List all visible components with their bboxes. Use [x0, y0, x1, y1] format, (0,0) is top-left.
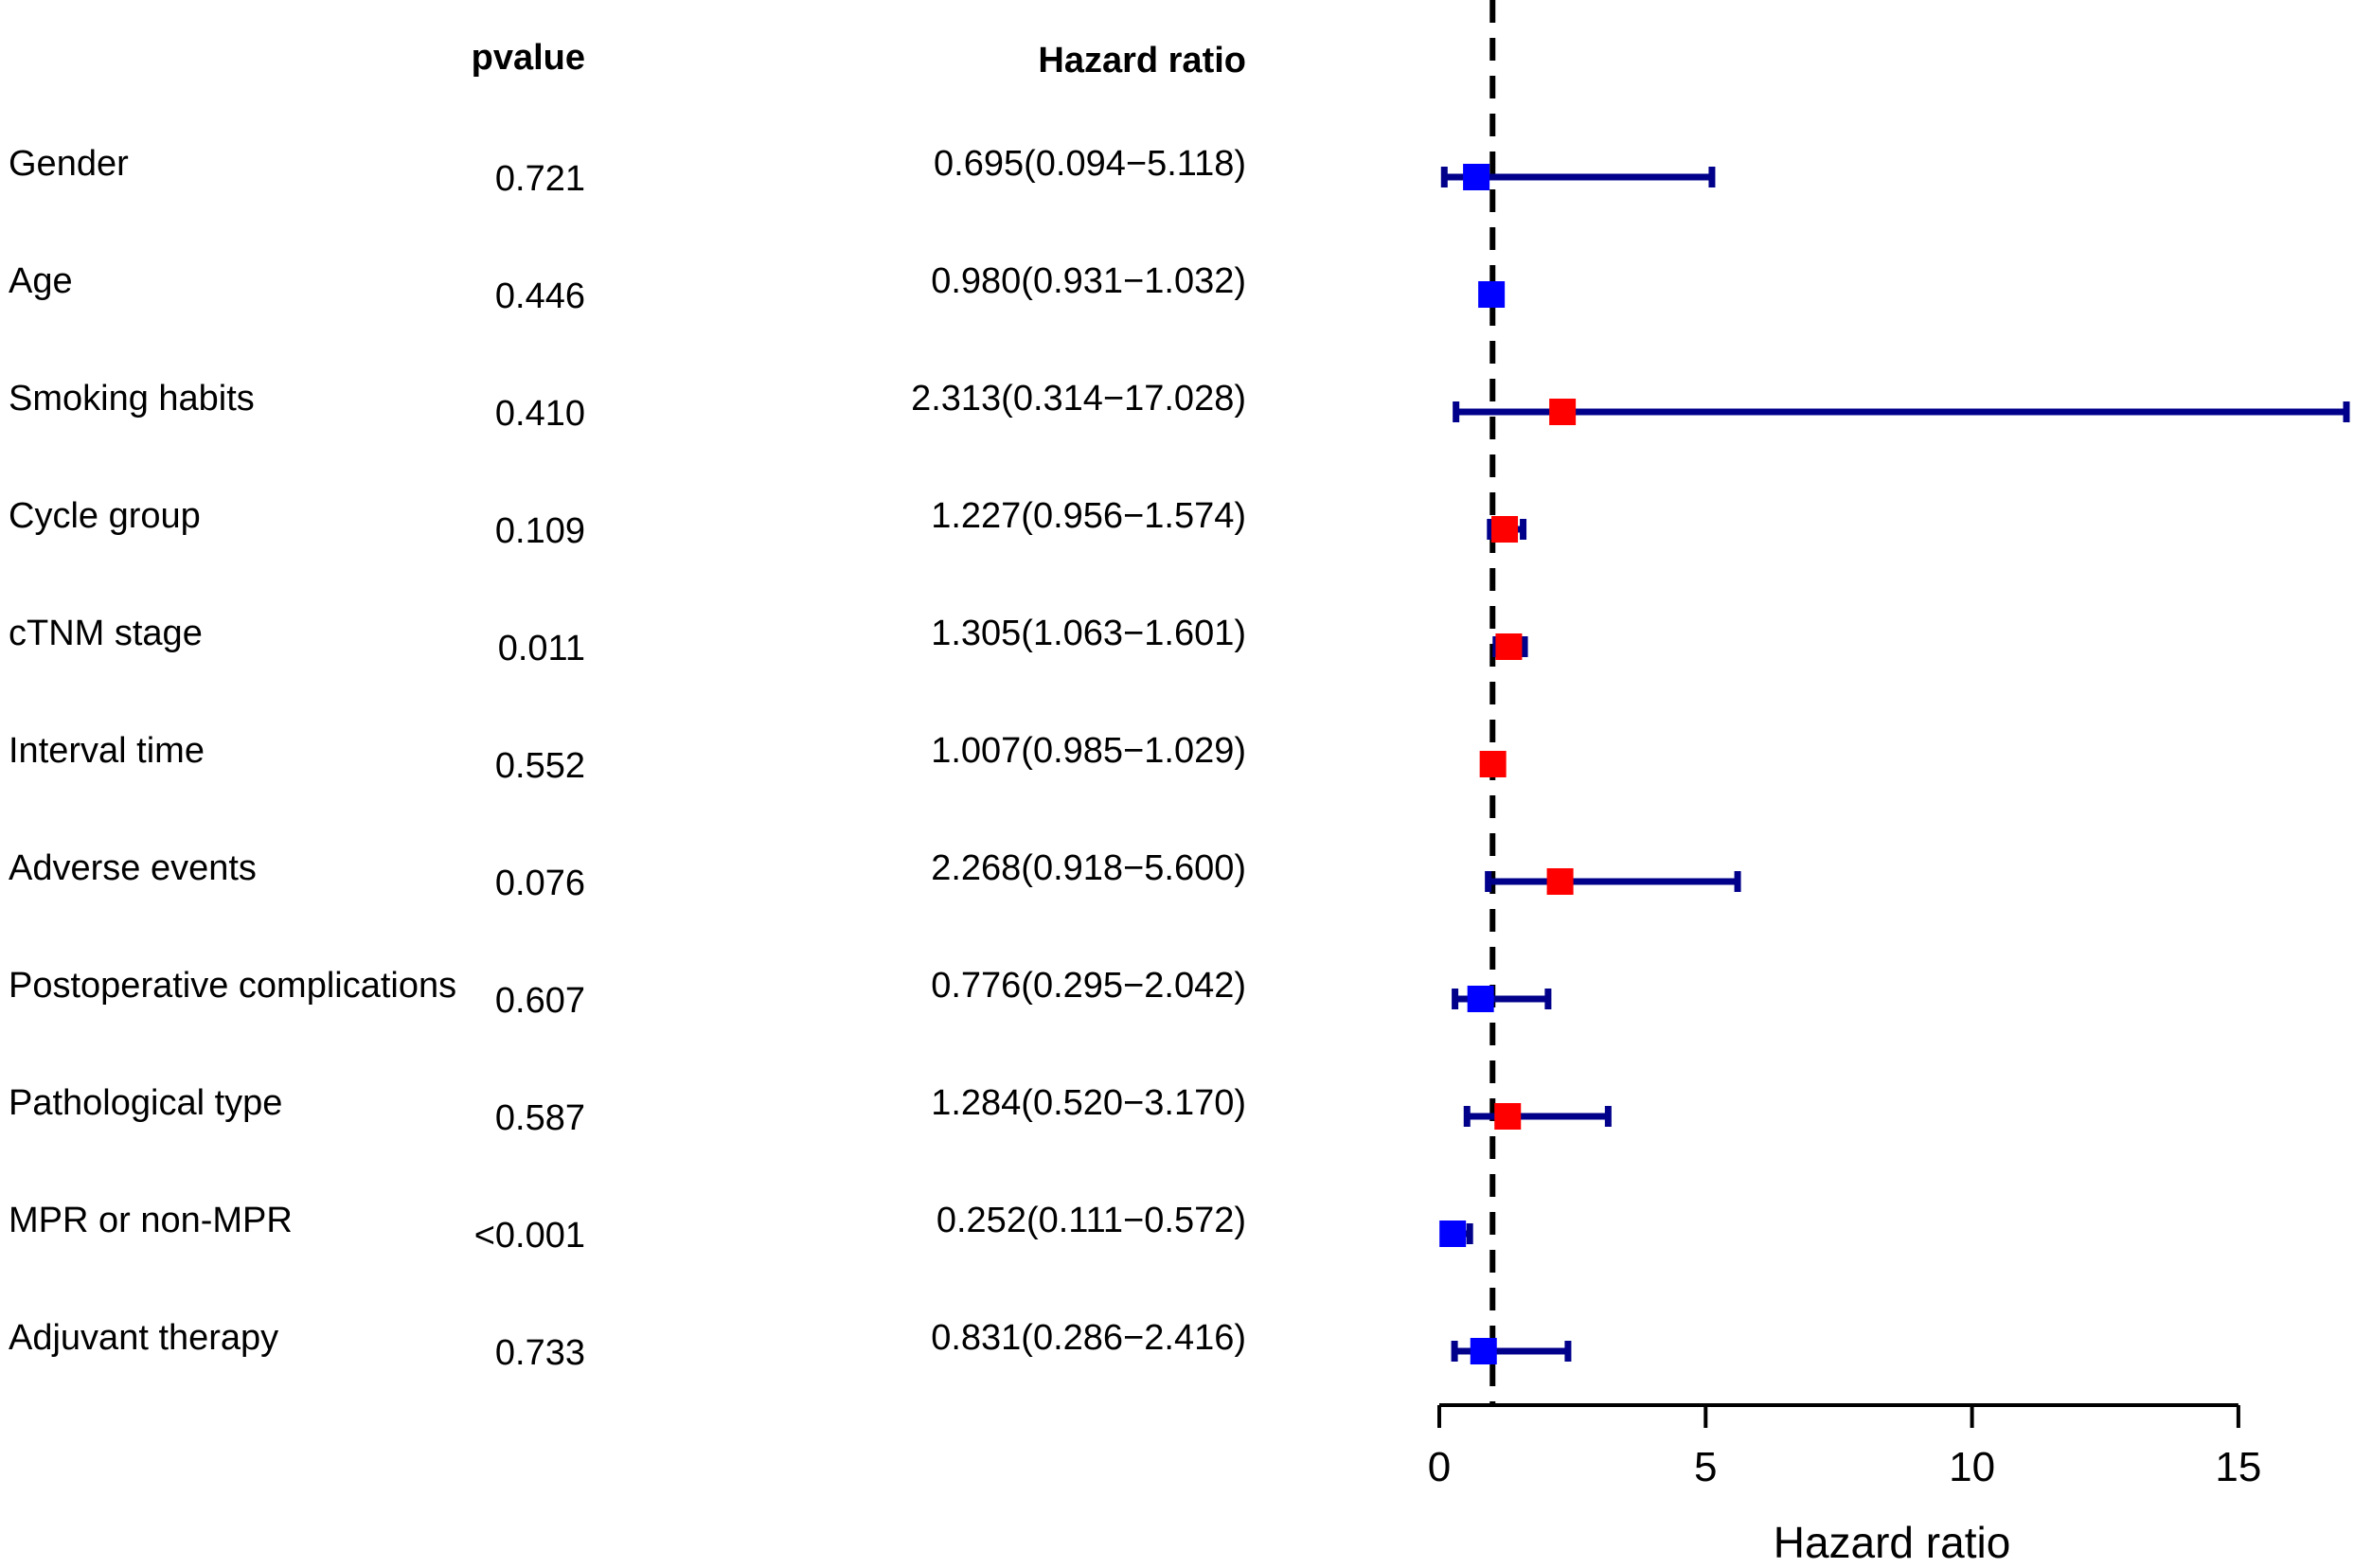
row-7-pvalue: 0.607 — [495, 981, 585, 1021]
row-1-pvalue: 0.446 — [495, 276, 585, 316]
row-4-hr-text: 1.305(1.063−1.601) — [931, 614, 1246, 653]
row-0-hr-text: 0.695(0.094−5.118) — [934, 144, 1246, 184]
row-6-hr-text: 2.268(0.918−5.600) — [931, 848, 1246, 888]
row-5-pvalue: 0.552 — [495, 746, 585, 786]
row-3-pvalue: 0.109 — [495, 511, 585, 551]
x-axis-label: Hazard ratio — [1774, 1518, 2011, 1567]
row-6-hr-point — [1546, 868, 1574, 895]
x-tick-label-1: 5 — [1694, 1444, 1717, 1490]
x-tick-label-2: 10 — [1949, 1444, 1995, 1490]
row-9-hr-text: 0.252(0.111−0.572) — [936, 1201, 1246, 1240]
row-9-label: MPR or non-MPR — [9, 1201, 293, 1240]
row-4-label: cTNM stage — [9, 614, 203, 653]
pvalue-header: pvalue — [472, 38, 585, 78]
table-rows: Gender 0.721 0.695(0.094−5.118) Age 0.446 0.9… — [9, 144, 1246, 1373]
row-1-hr-point — [1478, 281, 1506, 308]
row-1-label: Age — [9, 261, 73, 301]
row-2-pvalue: 0.410 — [495, 394, 585, 434]
row-1-hr-text: 0.980(0.931−1.032) — [931, 261, 1246, 301]
row-6-label: Adverse events — [9, 848, 257, 888]
row-5-hr-text: 1.007(0.985−1.029) — [931, 731, 1246, 771]
row-8-hr-point — [1494, 1103, 1522, 1130]
row-8-pvalue: 0.587 — [495, 1098, 585, 1138]
row-4-pvalue: 0.011 — [498, 629, 585, 668]
row-3-label: Cycle group — [9, 496, 201, 536]
row-7-label: Postoperative complications — [9, 966, 456, 1006]
row-0-label: Gender — [9, 144, 129, 184]
row-3-hr-point — [1491, 516, 1519, 543]
row-10-hr-point — [1470, 1338, 1497, 1364]
row-2-hr-text: 2.313(0.314−17.028) — [911, 379, 1246, 419]
row-8-label: Pathological type — [9, 1083, 282, 1123]
row-9-hr-point — [1439, 1221, 1467, 1247]
row-6-pvalue: 0.076 — [495, 864, 585, 903]
row-9-pvalue: <0.001 — [474, 1216, 585, 1256]
row-10-pvalue: 0.733 — [495, 1333, 585, 1373]
row-5-hr-point — [1479, 751, 1507, 777]
row-4-hr-point — [1495, 633, 1523, 660]
row-2-hr-point — [1549, 399, 1577, 425]
row-0-hr-point — [1463, 164, 1490, 190]
row-0-pvalue: 0.721 — [495, 159, 585, 199]
row-2-label: Smoking habits — [9, 379, 255, 419]
row-7-hr-text: 0.776(0.295−2.042) — [931, 966, 1246, 1006]
hazard-ratio-header: Hazard ratio — [1038, 41, 1246, 80]
plot-area — [1439, 0, 2350, 1405]
row-10-hr-text: 0.831(0.286−2.416) — [931, 1318, 1246, 1358]
row-3-hr-text: 1.227(0.956−1.574) — [931, 496, 1246, 536]
row-5-label: Interval time — [9, 731, 205, 771]
x-tick-label-3: 15 — [2215, 1444, 2261, 1490]
x-tick-label-0: 0 — [1428, 1444, 1451, 1490]
row-7-hr-point — [1467, 986, 1494, 1012]
row-10-label: Adjuvant therapy — [9, 1318, 278, 1358]
row-8-hr-text: 1.284(0.520−3.170) — [931, 1083, 1246, 1123]
x-axis: 0 5 10 15 — [1428, 1403, 2261, 1490]
